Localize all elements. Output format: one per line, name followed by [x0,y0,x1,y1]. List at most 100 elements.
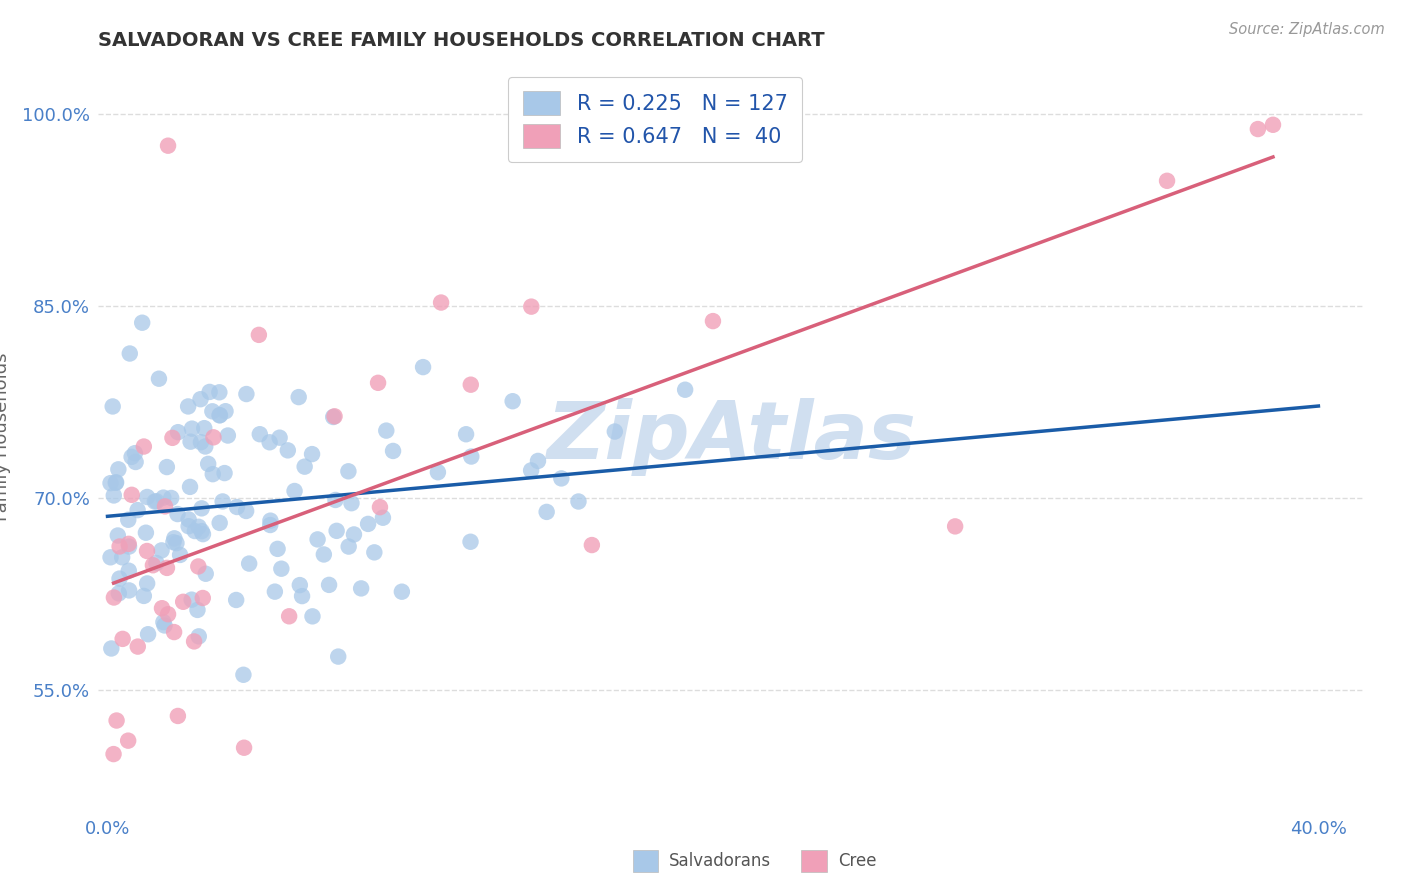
Point [191,591,214,605]
Point [190,392,212,407]
Point [111,550,134,565]
Point [190,435,212,450]
Point [263,584,285,599]
Point [502,394,524,409]
Point [187,520,209,534]
Point [217,428,239,442]
Point [202,430,225,444]
Point [1261,118,1284,132]
Point [157,138,180,153]
Point [184,524,207,538]
Text: ZipAtlas: ZipAtlas [546,398,917,476]
Point [325,524,347,538]
Point [337,464,360,478]
Point [208,385,231,400]
Point [208,409,231,423]
Y-axis label: Family Households: Family Households [0,353,11,521]
Point [169,548,191,562]
Point [943,519,966,533]
Point [430,295,453,310]
Point [581,538,603,552]
Point [118,537,141,551]
Point [100,550,122,565]
Point [104,475,127,490]
Point [367,376,389,390]
Point [520,300,543,314]
Point [238,557,260,571]
Point [183,634,205,648]
Point [150,543,173,558]
Point [208,408,231,422]
Point [135,525,157,540]
Point [186,603,208,617]
Point [363,545,385,559]
Point [283,483,305,498]
Point [1156,174,1178,188]
Point [100,476,122,491]
Point [153,618,176,632]
Point [105,714,128,728]
Point [278,609,301,624]
Point [163,531,186,545]
Point [124,446,146,460]
Point [287,390,309,404]
Point [148,372,170,386]
Point [187,559,209,574]
Text: Source: ZipAtlas.com: Source: ZipAtlas.com [1229,22,1385,37]
Point [191,527,214,541]
Point [160,491,183,505]
Point [323,409,346,424]
Point [527,454,550,468]
Point [103,488,125,502]
Point [337,540,360,554]
Point [550,471,572,485]
Point [100,641,122,656]
Point [107,462,129,476]
Point [235,504,257,518]
Point [187,629,209,643]
Point [118,564,141,578]
Point [118,583,141,598]
Point [145,494,167,508]
Point [118,540,141,554]
Point [197,457,219,471]
Point [343,527,366,541]
Point [460,377,482,392]
Point [152,491,174,505]
Point [312,548,335,562]
Point [108,572,131,586]
Point [153,500,176,514]
Point [259,435,281,450]
Point [181,422,204,436]
Point [259,518,281,533]
Point [131,316,153,330]
Point [371,510,394,524]
Point [180,592,202,607]
Point [103,591,125,605]
Point [107,528,129,542]
Point [177,512,200,526]
Point [162,535,184,549]
Point [208,516,231,530]
Point [1247,122,1270,136]
Point [117,733,139,747]
Point [166,507,188,521]
Text: SALVADORAN VS CREE FAMILY HOUSEHOLDS CORRELATION CHART: SALVADORAN VS CREE FAMILY HOUSEHOLDS COR… [98,30,825,50]
Point [201,404,224,418]
Point [162,431,184,445]
Point [145,556,167,570]
Point [350,582,373,596]
Point [340,496,363,510]
Point [121,488,143,502]
Point [225,593,247,607]
Legend: R = 0.225   N = 127, R = 0.647   N =  40: R = 0.225 N = 127, R = 0.647 N = 40 [508,77,803,162]
Point [454,427,477,442]
Point [270,562,292,576]
Point [152,615,174,629]
Point [291,589,314,603]
Point [460,534,482,549]
Point [136,627,159,641]
Point [193,421,215,435]
Point [288,578,311,592]
Point [117,513,139,527]
